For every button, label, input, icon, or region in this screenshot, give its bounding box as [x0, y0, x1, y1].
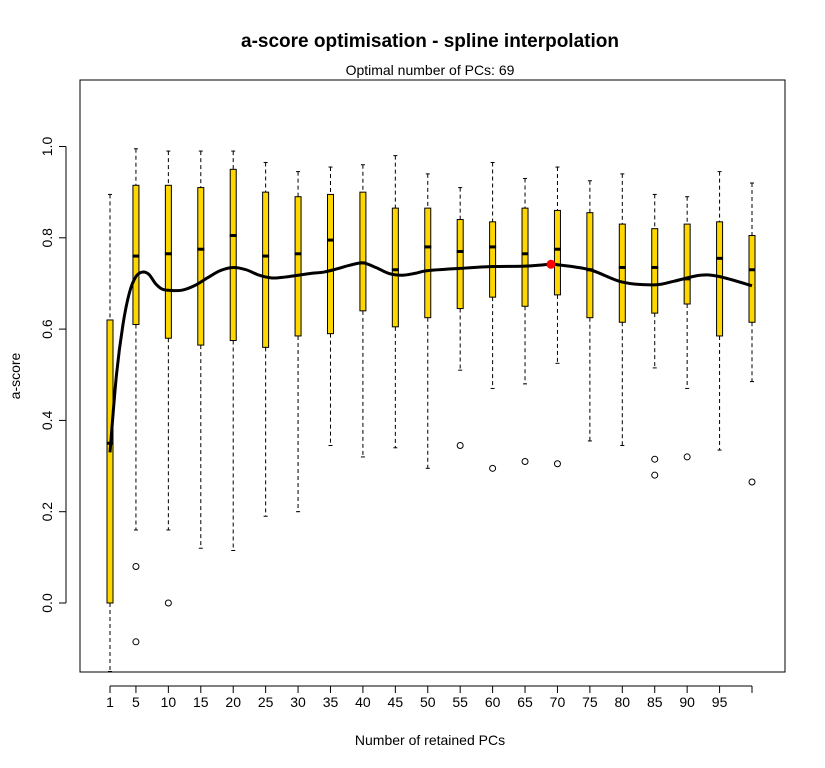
spline-line [108, 261, 753, 453]
x-tick-label: 40 [355, 694, 371, 710]
box-iqr [586, 212, 594, 319]
box-outlier [651, 455, 659, 463]
box-iqr [489, 221, 497, 298]
x-tick-label: 10 [161, 694, 177, 710]
box-iqr [294, 196, 302, 337]
box-iqr [359, 191, 367, 312]
box-outlier [489, 464, 497, 472]
y-tick-label: 0.4 [39, 410, 55, 430]
box-iqr [391, 207, 399, 328]
y-tick-label: 0.6 [39, 319, 55, 339]
x-tick-label: 25 [258, 694, 274, 710]
box-outlier [553, 460, 561, 468]
x-tick-label: 80 [615, 694, 631, 710]
x-tick-label: 70 [550, 694, 566, 710]
box-outlier [651, 471, 659, 479]
box-iqr [553, 209, 561, 296]
y-tick-label: 1.0 [39, 137, 55, 157]
x-tick-label: 90 [679, 694, 695, 710]
box-outlier [748, 478, 756, 486]
x-tick-label: 35 [323, 694, 339, 710]
x-tick-label: 45 [388, 694, 404, 710]
plot-frame [79, 79, 786, 673]
box-iqr [456, 219, 464, 310]
box-iqr [164, 184, 172, 339]
x-axis-label: Number of retained PCs [355, 732, 505, 748]
box-iqr [651, 228, 659, 314]
x-tick-label: 50 [420, 694, 436, 710]
box-outlier [132, 562, 140, 570]
box-iqr [262, 191, 270, 348]
box-iqr [716, 221, 724, 337]
y-axis-label: a-score [7, 352, 23, 399]
box-iqr [106, 319, 114, 604]
box-outlier [164, 599, 172, 607]
x-tick-label: 5 [132, 694, 140, 710]
plot-area: 0.00.20.40.60.81.01 5 10 15 20 25 30 35 40 45 50 55… [39, 79, 786, 710]
x-tick-label: 15 [193, 694, 209, 710]
optimum-point [546, 259, 556, 269]
box-iqr [197, 187, 205, 346]
y-tick-label: 0.0 [39, 593, 55, 613]
box-iqr [618, 223, 626, 323]
x-tick-label: 95 [712, 694, 728, 710]
y-tick-label: 0.8 [39, 228, 55, 248]
box-iqr [683, 223, 691, 305]
box-iqr [424, 207, 432, 319]
box-outlier [132, 638, 140, 646]
x-tick-label: 1 [106, 694, 114, 710]
x-tick-label: 85 [647, 694, 663, 710]
x-tick-label: 30 [290, 694, 306, 710]
box-outlier [456, 442, 464, 450]
x-tick-label: 20 [225, 694, 241, 710]
x-tick-label: 55 [452, 694, 468, 710]
box-iqr [326, 193, 334, 335]
chart-subtitle: Optimal number of PCs: 69 [346, 62, 515, 78]
x-tick-label: 65 [517, 694, 533, 710]
box-outlier [521, 457, 529, 465]
x-tick-label: 60 [485, 694, 501, 710]
chart-title: a-score optimisation - spline interpolat… [241, 31, 619, 52]
box-iqr [229, 168, 237, 342]
box-outlier [683, 453, 691, 461]
box-iqr [521, 207, 529, 307]
box-iqr [748, 235, 756, 323]
y-tick-label: 0.2 [39, 502, 55, 522]
x-tick-label: 75 [582, 694, 598, 710]
